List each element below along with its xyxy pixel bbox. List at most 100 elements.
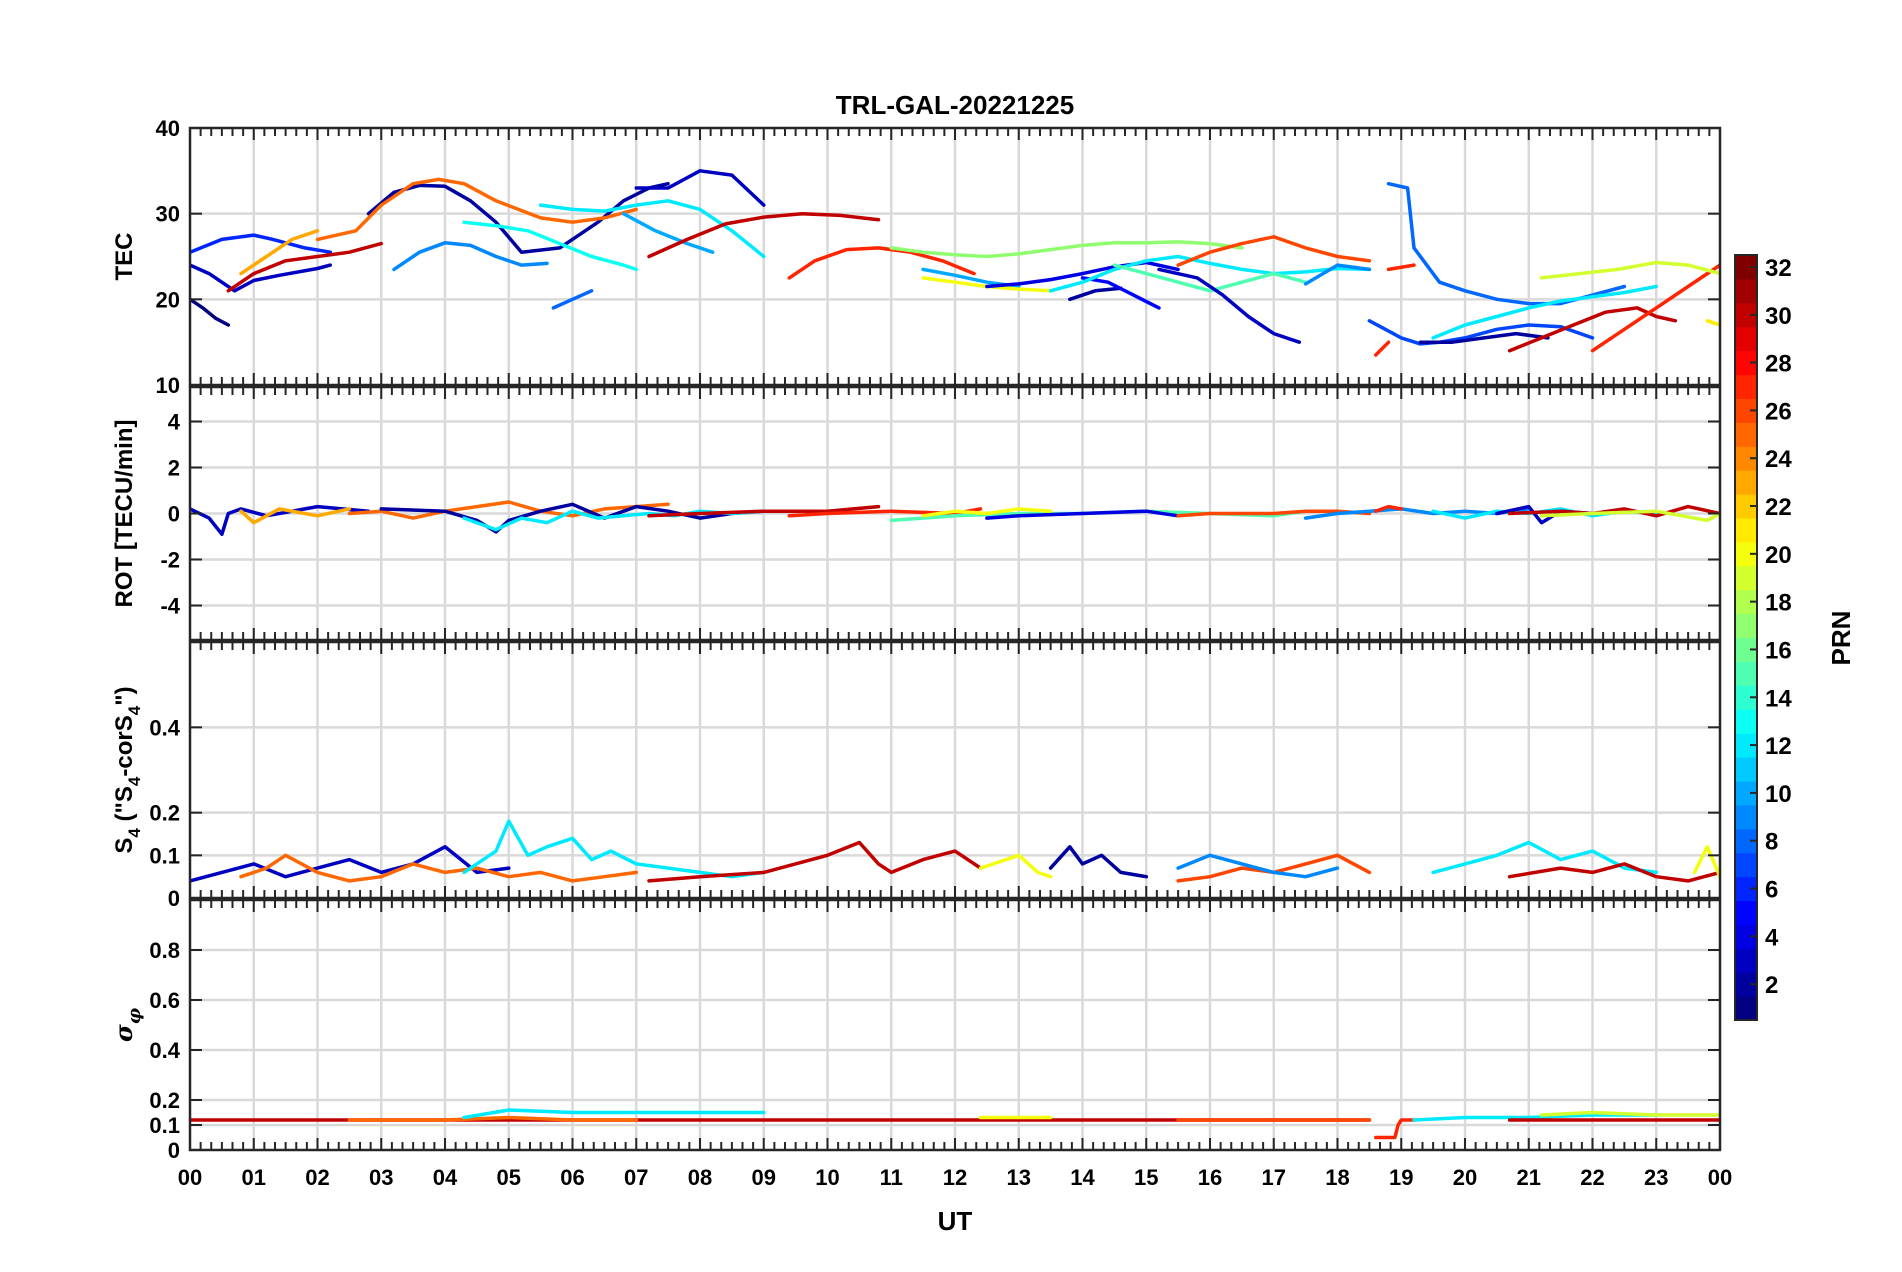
panel-sigma-frame (188, 898, 1722, 1152)
series-s4-prn2-5 (1048, 845, 1149, 879)
colorbar-segment (1735, 565, 1757, 591)
colorbar-segment (1735, 302, 1757, 328)
x-tick-label: 06 (560, 1165, 584, 1190)
x-tick-label: 08 (688, 1165, 712, 1190)
x-tick-label: 16 (1198, 1165, 1222, 1190)
x-tick-label: 04 (433, 1165, 458, 1190)
y-tick-label: 0.1 (149, 1113, 180, 1138)
x-tick-label: 15 (1134, 1165, 1158, 1190)
x-tick-label: 02 (305, 1165, 329, 1190)
series-rot-prn30-15 (1507, 504, 1720, 518)
panel-tec: 10 20 30 40 TEC (111, 116, 1722, 398)
series-rot-prn26-10 (1176, 509, 1372, 518)
series-tec-prn9-7 (392, 241, 549, 272)
x-tick-label: 10 (815, 1165, 839, 1190)
x-tick-label: 13 (1007, 1165, 1031, 1190)
colorbar-segment (1735, 589, 1757, 615)
colorbar-segment (1735, 470, 1757, 495)
y-tick-label: 4 (168, 410, 181, 435)
series-tec-prn12-9 (538, 199, 766, 259)
colorbar-segment (1735, 948, 1757, 973)
x-tick-label: 17 (1262, 1165, 1286, 1190)
series-s4-prn30-3 (647, 840, 983, 883)
colorbar-segment (1735, 350, 1757, 376)
series-rot-prn27-12 (1374, 504, 1404, 513)
colorbar-segment (1735, 900, 1757, 925)
colorbar-tick-label: 6 (1765, 877, 1778, 904)
colorbar-segment (1735, 996, 1757, 1021)
colorbar-segment (1735, 541, 1757, 567)
panel-s4-frame (188, 640, 1722, 900)
series-tec-prn30-13 (647, 211, 881, 259)
y-tick-label: 0.2 (149, 801, 180, 826)
series-tec-prn27-14 (787, 246, 976, 280)
series-s4-prn9-7 (1176, 853, 1340, 879)
series-tec-prn30-6 (226, 241, 384, 293)
series-tec-prn12-30 (1431, 284, 1659, 340)
series-rot-prn23-1 (239, 507, 352, 525)
series-tec-prn27-33 (1590, 263, 1720, 353)
series-s4-prn20-4 (978, 853, 1053, 879)
series-sigma-prn12-2 (462, 1108, 766, 1120)
panel-s4-series (190, 819, 1720, 883)
colorbar-tick-label: 10 (1765, 781, 1792, 808)
x-tick-label: 07 (624, 1165, 648, 1190)
y-tick-label: 0.2 (149, 1088, 180, 1113)
series-tec-prn10-11 (621, 211, 715, 254)
colorbar-segment (1735, 637, 1757, 663)
panel-rot: -4 -2 0 2 4 ROT [TECU/min] (111, 385, 1722, 642)
colorbar-segment (1735, 685, 1757, 710)
series-s4-prn12-2 (462, 819, 766, 879)
colorbar-segment (1735, 255, 1757, 280)
x-tick-label: 11 (880, 1165, 903, 1190)
y-tick-label: 40 (156, 116, 180, 141)
series-sigma-prn19-7 (1539, 1110, 1720, 1117)
colorbar-frame (1734, 254, 1758, 1021)
colorbar-segment (1735, 278, 1757, 304)
colorbar-segment (1735, 804, 1757, 830)
colorbar-segment (1735, 828, 1757, 854)
series-tec-prn2-19 (1068, 286, 1123, 302)
x-tick-label: 19 (1389, 1165, 1413, 1190)
series-tec-prn2-2 (366, 181, 670, 254)
panel-tec-frame (188, 126, 1722, 387)
series-tec-prn27-28 (1374, 340, 1391, 357)
series-tec-prn5-20 (1080, 276, 1161, 310)
colorbar-tick-label: 28 (1765, 351, 1792, 378)
series-rot-prn19-16 (1539, 509, 1720, 523)
series-tec-prn23-4 (239, 229, 320, 276)
colorbar-segment (1735, 709, 1757, 734)
x-tick-label: 18 (1325, 1165, 1349, 1190)
series-tec-prn1-0 (190, 297, 231, 327)
y-axis-label-s4: S4 ("S4-corS4") (111, 686, 144, 853)
series-tec-prn8-12 (551, 289, 594, 310)
series-tec-prn9-25 (1303, 263, 1372, 286)
y-tick-label: 30 (156, 202, 180, 227)
colorbar-segment (1735, 780, 1757, 806)
series-sigma-prn25-1 (347, 1115, 639, 1122)
series-s4-prn30-9 (1507, 862, 1720, 883)
colorbar-segment (1735, 924, 1757, 949)
series-rot-prn20-8 (921, 507, 1053, 518)
colorbar-segment (1735, 972, 1757, 997)
series-rot-prn25-2 (347, 500, 670, 520)
series-tec-prn21-35 (1705, 319, 1720, 327)
panel-rot-series (190, 500, 1720, 536)
colorbar-segment (1735, 757, 1757, 782)
x-axis-label: UT (938, 1206, 973, 1236)
x-tick-label: 00 (1708, 1165, 1732, 1190)
x-tick-labels: 00 01 02 03 04 05 06 07 08 09 10 11 12 13 14 15 16 17 18 19… (178, 1165, 1732, 1190)
colorbar-tick-label: 12 (1765, 733, 1792, 760)
colorbar-segment (1735, 398, 1757, 423)
y-tick-label: 0.8 (149, 938, 180, 963)
series-tec-prn19-34 (1539, 260, 1720, 280)
colorbar-segment (1735, 733, 1757, 758)
colorbar-segment (1735, 326, 1757, 352)
y-tick-label: 0.6 (149, 988, 180, 1013)
y-tick-label: 0.4 (149, 1038, 180, 1063)
series-tec-prn3-23 (1157, 267, 1302, 344)
x-tick-label: 23 (1644, 1165, 1668, 1190)
colorbar-segment (1735, 494, 1757, 519)
